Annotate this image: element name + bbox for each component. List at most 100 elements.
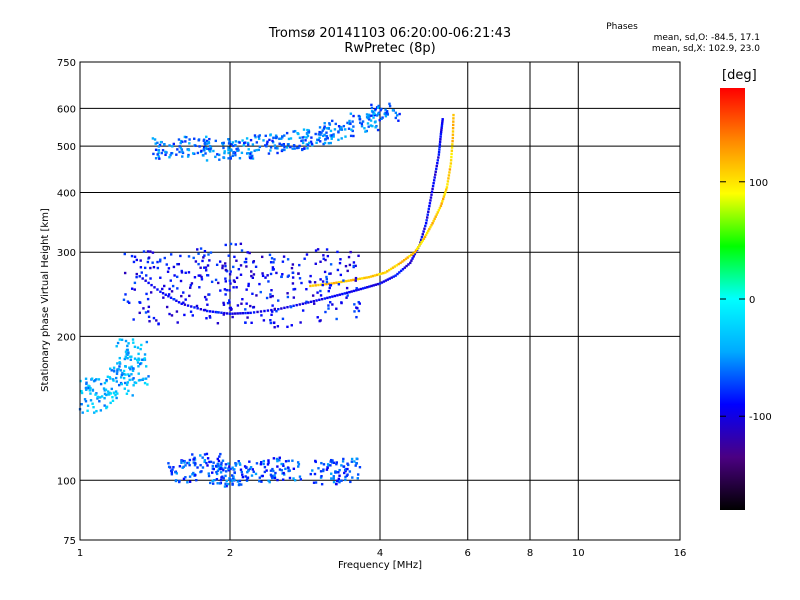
echo-point [261, 474, 264, 478]
echo-point [324, 310, 327, 314]
echo-point [256, 310, 259, 314]
echo-point [436, 211, 439, 214]
echo-point [319, 294, 323, 297]
echo-point [290, 266, 294, 270]
echo-point [137, 372, 140, 375]
echo-point [231, 474, 234, 477]
x-tick-label: 6 [465, 548, 471, 559]
echo-point [329, 464, 332, 467]
echo-point [330, 477, 333, 480]
echo-point [352, 134, 355, 138]
echo-point [224, 280, 227, 283]
echo-point [358, 302, 361, 305]
echo-point [239, 242, 243, 246]
echo-point [239, 468, 243, 471]
echo-point [211, 310, 215, 313]
echo-point [143, 381, 147, 385]
echo-point [180, 459, 183, 463]
echo-point [293, 147, 296, 150]
echo-point [301, 139, 304, 142]
echo-point [227, 138, 230, 141]
echo-point [264, 144, 267, 147]
echo-point [154, 142, 157, 145]
echo-point [319, 260, 322, 263]
echo-point [157, 145, 161, 148]
echo-point [271, 310, 274, 313]
echo-point [187, 461, 191, 465]
echo-point [427, 229, 430, 233]
echo-point [149, 277, 152, 280]
echo-point [358, 277, 362, 280]
echo-point [227, 469, 230, 472]
echo-point [271, 266, 275, 269]
echo-point [205, 452, 209, 456]
echo-point [188, 475, 192, 478]
echo-point [222, 146, 225, 150]
echo-point [158, 260, 162, 263]
echo-point [349, 250, 352, 254]
echo-point [208, 460, 211, 464]
echo-point [138, 362, 142, 366]
echo-point [169, 153, 172, 157]
echo-point [234, 243, 238, 246]
echo-point [183, 313, 186, 317]
echo-point [251, 468, 254, 471]
echo-point [445, 186, 449, 189]
echo-point [175, 310, 179, 313]
echo-point [332, 281, 336, 285]
echo-point [228, 301, 231, 304]
echo-point [195, 304, 199, 308]
echo-point [341, 460, 345, 463]
echo-point [177, 138, 181, 141]
echo-point [439, 132, 443, 136]
echo-point [199, 247, 203, 250]
echo-point [346, 467, 349, 471]
echo-point [103, 404, 106, 407]
echo-point [142, 377, 145, 381]
echo-point [305, 300, 308, 304]
echo-point [108, 367, 112, 370]
echo-point [228, 289, 231, 292]
echo-point [435, 164, 438, 168]
echo-point [292, 304, 295, 308]
echo-point [205, 142, 209, 145]
echo-point [261, 274, 265, 278]
echo-point [312, 299, 316, 303]
echo-point [384, 279, 388, 282]
echo-point [337, 281, 341, 284]
echo-point [187, 271, 191, 274]
echo-point [441, 200, 444, 203]
echo-point [167, 293, 171, 296]
echo-point [372, 284, 375, 287]
echo-point [425, 216, 429, 219]
echo-point [202, 138, 206, 141]
echo-point [182, 477, 186, 480]
echo-point [262, 459, 266, 463]
echo-point [275, 147, 279, 150]
echo-point [143, 353, 147, 356]
echo-point [245, 137, 249, 140]
echo-point [100, 395, 104, 398]
echo-point [270, 289, 273, 292]
echo-point [248, 155, 251, 158]
echo-point [205, 159, 209, 162]
echo-point [250, 474, 254, 477]
echo-point [175, 275, 179, 279]
echo-point [402, 259, 406, 262]
echo-point [386, 270, 389, 273]
echo-point [452, 117, 455, 120]
echo-point [337, 131, 340, 134]
echo-point [282, 144, 285, 147]
echo-point [317, 283, 320, 287]
echo-point [307, 301, 310, 304]
echo-point [140, 343, 143, 347]
echo-point [371, 124, 374, 128]
echo-point [129, 367, 132, 371]
echo-point [199, 266, 202, 269]
echo-point [296, 461, 300, 464]
echo-point [209, 460, 213, 464]
echo-point [397, 262, 400, 266]
echo-point [398, 271, 401, 274]
echo-point [303, 257, 306, 260]
echo-point [263, 465, 267, 469]
